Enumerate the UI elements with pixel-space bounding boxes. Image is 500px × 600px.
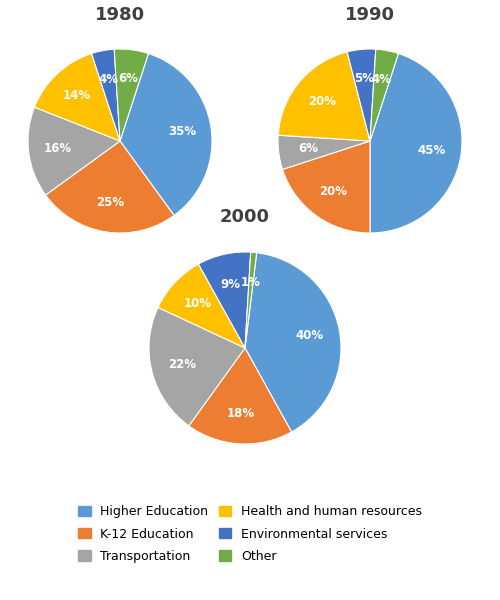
Text: 6%: 6% (118, 73, 138, 85)
Wedge shape (198, 252, 250, 348)
Wedge shape (28, 107, 120, 195)
Wedge shape (120, 53, 212, 215)
Text: 35%: 35% (168, 125, 196, 138)
Text: 5%: 5% (354, 72, 374, 85)
Text: 20%: 20% (319, 185, 347, 198)
Text: 9%: 9% (220, 278, 240, 291)
Title: 1980: 1980 (95, 7, 145, 25)
Wedge shape (189, 348, 292, 444)
Wedge shape (370, 49, 398, 141)
Legend: Higher Education, K-12 Education, Transportation, Health and human resources, En: Higher Education, K-12 Education, Transp… (72, 499, 428, 569)
Title: 1990: 1990 (345, 7, 395, 25)
Wedge shape (245, 253, 341, 432)
Text: 45%: 45% (418, 144, 446, 157)
Wedge shape (158, 264, 245, 348)
Wedge shape (347, 49, 376, 141)
Wedge shape (46, 141, 174, 233)
Text: 20%: 20% (308, 95, 336, 107)
Text: 1%: 1% (241, 277, 261, 289)
Text: 14%: 14% (63, 89, 91, 102)
Wedge shape (114, 49, 148, 141)
Wedge shape (245, 252, 256, 348)
Text: 10%: 10% (184, 297, 212, 310)
Wedge shape (92, 49, 120, 141)
Wedge shape (278, 135, 370, 169)
Title: 2000: 2000 (220, 208, 270, 226)
Wedge shape (278, 52, 370, 141)
Text: 22%: 22% (168, 358, 196, 371)
Text: 4%: 4% (98, 73, 118, 86)
Text: 16%: 16% (44, 142, 72, 155)
Text: 4%: 4% (372, 73, 392, 86)
Text: 25%: 25% (96, 196, 124, 209)
Text: 18%: 18% (227, 407, 255, 419)
Wedge shape (34, 53, 120, 141)
Wedge shape (149, 307, 245, 426)
Text: 40%: 40% (295, 329, 323, 342)
Text: 6%: 6% (298, 142, 318, 155)
Wedge shape (370, 53, 462, 233)
Wedge shape (282, 141, 370, 233)
